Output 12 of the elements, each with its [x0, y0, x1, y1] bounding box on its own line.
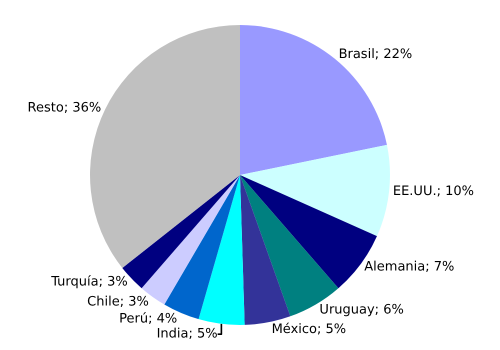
slice-label: EE.UU.; 10% — [392, 184, 474, 199]
slice-label: Resto; 36% — [28, 100, 102, 116]
pie-slice — [198, 175, 245, 325]
pie-slice — [240, 144, 390, 236]
slice-label: Turquía; 3% — [50, 274, 128, 290]
slice-label: Alemania; 7% — [364, 259, 454, 274]
slice-label: Chile; 3% — [87, 294, 149, 310]
slice-label: Uruguay; 6% — [319, 302, 404, 318]
slice-label: India; 5% — [156, 326, 218, 342]
slice-label: Perú; 4% — [119, 312, 178, 327]
slice-label: México; 5% — [272, 322, 346, 338]
slice-label: Brasil; 22% — [338, 46, 412, 62]
